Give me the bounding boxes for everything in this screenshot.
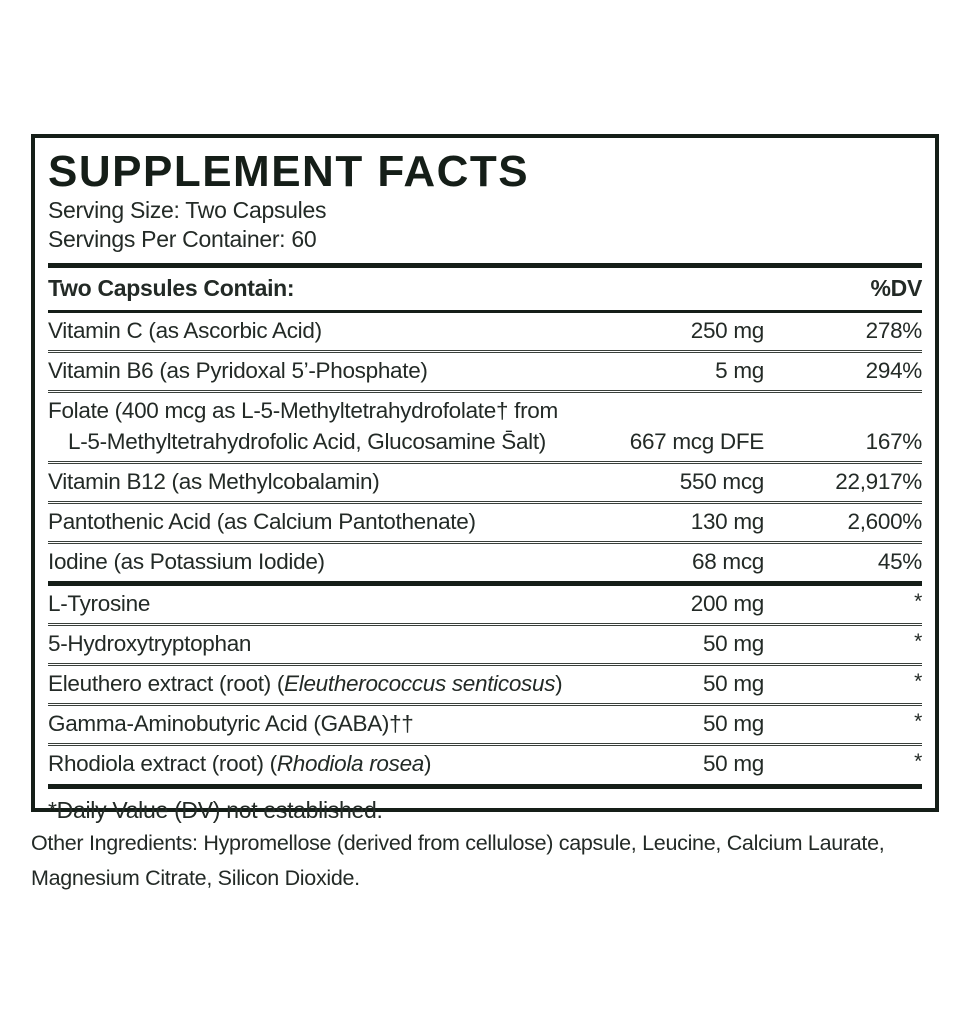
ingredient-dv: * (914, 710, 922, 733)
table-row: Iodine (as Potassium Iodide) 68 mcg 45% (48, 544, 922, 581)
ingredient-table: Vitamin C (as Ascorbic Acid) 250 mg 278% Vi… (48, 313, 922, 783)
row-separator-line (48, 461, 922, 464)
table-row: Vitamin C (as Ascorbic Acid) 250 mg 278% (48, 313, 922, 350)
table-row: Vitamin B12 (as Methylcobalamin) 550 mcg 2… (48, 464, 922, 501)
ingredient-dv: * (914, 670, 922, 693)
row-separator-line (48, 350, 922, 353)
row-separator-line (48, 663, 922, 666)
row-separator-line (48, 390, 922, 393)
ingredient-dv: 2,600% (847, 509, 922, 534)
ingredient-dv: 45% (877, 549, 922, 574)
section-divider-bottom (48, 784, 922, 789)
other-ingredients-line1: Other Ingredients: Hypromellose (derived… (31, 831, 885, 855)
serving-size: Serving Size: Two Capsules (48, 197, 327, 223)
ingredient-name: Rhodiola extract (root) (Rhodiola rosea) (48, 751, 432, 776)
ingredient-name: Pantothenic Acid (as Calcium Pantothenat… (48, 509, 476, 534)
ingredient-name-line2: L-5-Methyltetrahydrofolic Acid, Glucosam… (68, 429, 547, 454)
table-row: Eleuthero extract (root) (Eleutherococcu… (48, 666, 922, 703)
other-ingredients: Other Ingredients: Hypromellose (derived… (31, 826, 951, 896)
servings-per-container: Servings Per Container: 60 (48, 226, 317, 252)
table-row: Pantothenic Acid (as Calcium Pantothenat… (48, 504, 922, 541)
section-divider (48, 581, 922, 586)
table-row: L-Tyrosine 200 mg * (48, 586, 922, 623)
ingredient-name: Vitamin C (as Ascorbic Acid) (48, 318, 322, 343)
table-row: Rhodiola extract (root) (Rhodiola rosea)… (48, 746, 922, 783)
ingredient-amount: 5 mg (715, 358, 764, 383)
ingredient-dv: 278% (865, 318, 923, 343)
other-ingredients-line2: Magnesium Citrate, Silicon Dioxide. (31, 866, 360, 890)
ingredient-amount: 50 mg (702, 711, 764, 736)
daily-value-footnote: *Daily Value (DV) not established. (48, 797, 383, 823)
ingredient-amount: 50 mg (702, 751, 764, 776)
ingredient-amount: 250 mg (690, 318, 765, 343)
row-separator-line (48, 623, 922, 626)
table-row: Gamma-Aminobutyric Acid (GABA)†† 50 mg * (48, 706, 922, 743)
panel-title: SUPPLEMENT FACTS (48, 147, 530, 196)
ingredient-name: Folate (400 mcg as L-5-Methyltetrahydrof… (48, 398, 594, 455)
section-divider-top (48, 263, 922, 268)
column-header-name: Two Capsules Contain: (48, 275, 295, 301)
table-row: Folate (400 mcg as L-5-Methyltetrahydrof… (48, 393, 922, 461)
row-separator-line (48, 743, 922, 746)
ingredient-dv: 294% (865, 358, 923, 383)
header-underline (48, 310, 922, 313)
ingredient-dv: * (914, 630, 922, 653)
ingredient-name: Iodine (as Potassium Iodide) (48, 549, 325, 574)
ingredient-amount: 50 mg (702, 631, 764, 656)
ingredient-name: L-Tyrosine (48, 591, 151, 616)
row-separator-line (48, 501, 922, 504)
table-header-row: Two Capsules Contain: %DV (48, 268, 922, 310)
ingredient-name: Vitamin B6 (as Pyridoxal 5’-Phosphate) (48, 358, 428, 383)
ingredient-name: Gamma-Aminobutyric Acid (GABA)†† (48, 711, 414, 736)
ingredient-dv: * (914, 750, 922, 773)
ingredient-name: Vitamin B12 (as Methylcobalamin) (48, 469, 380, 494)
row-separator-line (48, 541, 922, 544)
ingredient-dv: 22,917% (835, 469, 922, 494)
ingredient-amount: 130 mg (690, 509, 765, 534)
ingredient-dv: * (914, 590, 922, 613)
table-row: 5-Hydroxytryptophan 50 mg * (48, 626, 922, 663)
ingredient-amount: 667 mcg DFE (629, 429, 765, 454)
ingredient-amount: 50 mg (702, 671, 764, 696)
ingredient-amount: 68 mcg (692, 549, 764, 574)
row-separator-line (48, 703, 922, 706)
supplement-facts-panel: SUPPLEMENT FACTS Serving Size: Two Capsu… (31, 134, 939, 823)
column-header-dv: %DV (870, 275, 922, 301)
ingredient-name: Eleuthero extract (root) (Eleutherococcu… (48, 671, 563, 696)
ingredient-amount: 200 mg (690, 591, 765, 616)
table-row: Vitamin B6 (as Pyridoxal 5’-Phosphate) 5 … (48, 353, 922, 390)
ingredient-name: 5-Hydroxytryptophan (48, 631, 252, 656)
ingredient-amount: 550 mcg (679, 469, 765, 494)
ingredient-dv: 167% (865, 429, 923, 454)
